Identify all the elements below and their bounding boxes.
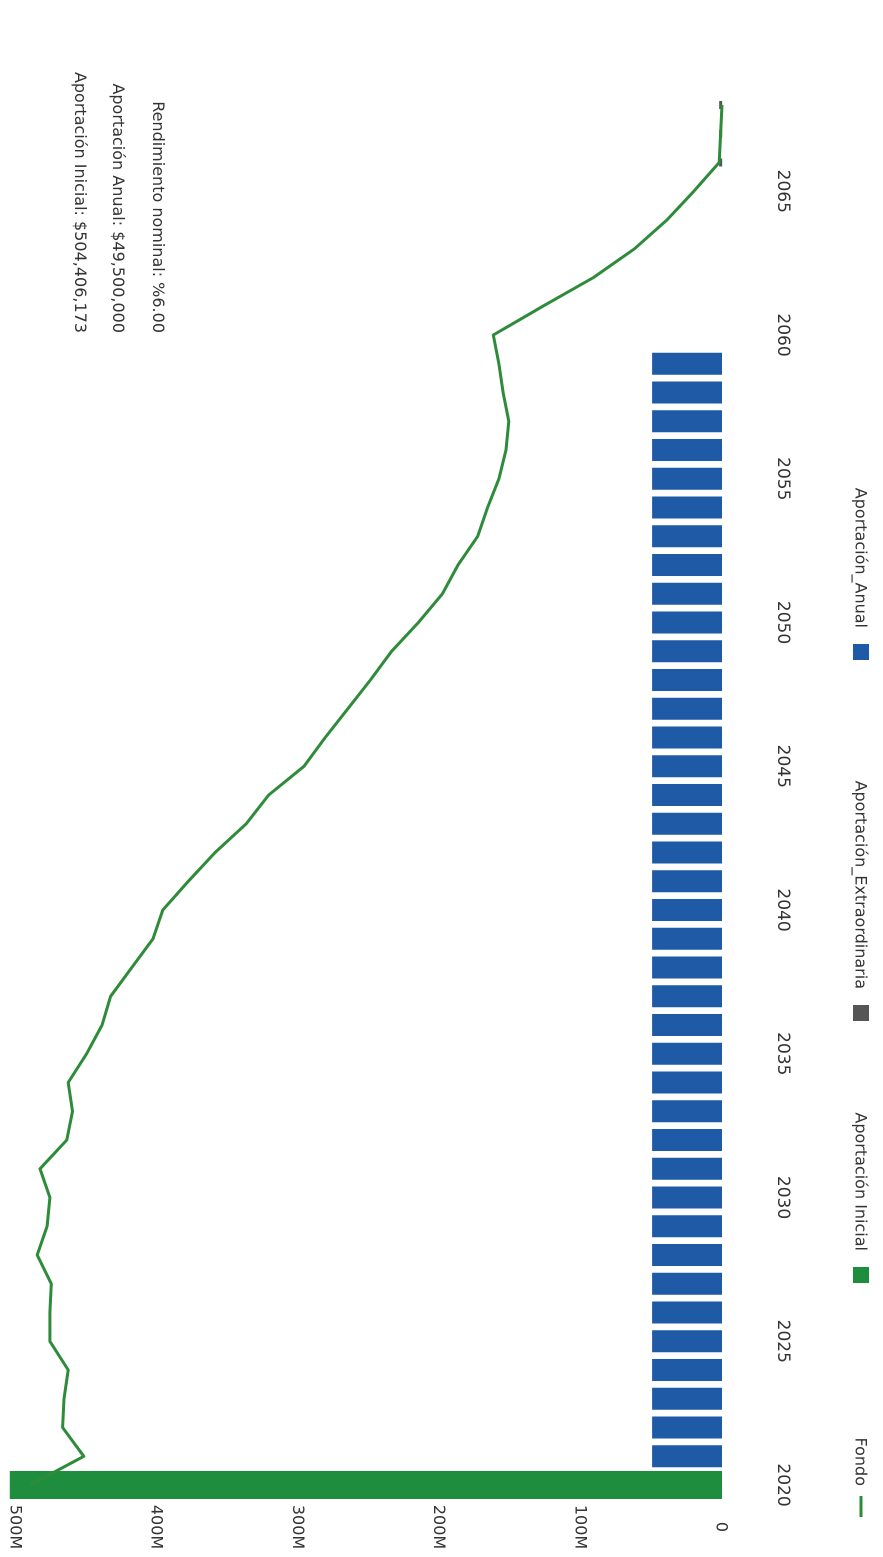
bar-aportaci-n-anual-2032 [652,1129,722,1151]
bar-aportaci-n-anual-2040 [652,899,722,921]
bar-aportaci-n-anual-2051 [652,583,722,605]
bar-aportaci-n-anual-2057 [652,410,722,432]
bar-aportaci-n-anual-2038 [652,957,722,979]
legend-label-fondo: Fondo [852,1437,871,1486]
bar-aportaci-n-anual-2030 [652,1187,722,1209]
legend: Fondo Aportación Inicial Aportación_Extrao… [851,488,871,1517]
bar-aportaci-n-anual-2054 [652,497,722,519]
y-tick-label-400M: 400M [148,1505,167,1549]
x-tick-label-2040: 2040 [773,888,793,931]
bar-aportaci-n-anual-2021 [652,1445,722,1467]
bar-aportaci-n-anual-2035 [652,1043,722,1065]
bar-aportaci-n-anual-2023 [652,1388,722,1410]
bar-aportaci-n-anual-2039 [652,928,722,950]
x-tick-label-2025: 2025 [773,1320,793,1363]
y-tick-label-0: 0 [713,1522,732,1532]
legend-key-aportaci-n-inicial [853,1267,869,1283]
y-tick-label-500M: 500M [7,1505,26,1549]
bar-aportaci-n-anual-2049 [652,640,722,662]
bar-aportaci-n-anual-2031 [652,1158,722,1180]
legend-label-aportaci-n-extraordinaria: Aportación_Extraordinaria [851,781,871,989]
bar-aportaci-n-inicial-2020 [10,1471,722,1499]
bar-aportaci-n-anual-2037 [652,985,722,1007]
x-tick-label-2060: 2060 [773,313,793,356]
legend-label-aportaci-n-anual: Aportación_Anual [851,488,871,628]
fondo-line [30,105,722,1485]
bar-aportaci-n-anual-2024 [652,1359,722,1381]
x-tick-label-2050: 2050 [773,601,793,644]
bar-aportaci-n-anual-2042 [652,842,722,864]
y-tick-label-200M: 200M [430,1505,449,1549]
fund-line-layer [30,105,722,1485]
bar-aportaci-n-anual-2058 [652,382,722,404]
y-tick-label-100M: 100M [571,1505,590,1549]
y-tick-label-300M: 300M [289,1505,308,1549]
bar-aportaci-n-anual-2048 [652,669,722,691]
bar-aportaci-n-anual-2046 [652,727,722,749]
bar-aportaci-n-anual-2050 [652,612,722,634]
bar-aportaci-n-anual-2034 [652,1072,722,1094]
x-tick-label-2020: 2020 [773,1463,793,1506]
bar-aportaci-n-anual-2029 [652,1215,722,1237]
bar-aportaci-n-anual-2053 [652,525,722,547]
x-tick-label-2045: 2045 [773,745,793,788]
bar-aportaci-n-anual-2033 [652,1100,722,1122]
legend-key-aportaci-n-extraordinaria [853,1005,869,1021]
x-tick-label-2030: 2030 [773,1176,793,1219]
bar-aportaci-n-anual-2055 [652,468,722,490]
annotation-1: Aportación Inicial: $504,406,173 [71,72,90,333]
annotations: Aportación Inicial: $504,406,173 Aportaci… [71,72,168,333]
bar-aportaci-n-anual-2022 [652,1417,722,1439]
bar-aportaci-n-anual-2047 [652,698,722,720]
legend-label-aportaci-n-inicial: Aportación Inicial [852,1112,871,1251]
bar-aportaci-n-anual-2052 [652,554,722,576]
bar-aportaci-n-anual-2027 [652,1273,722,1295]
legend-key-aportaci-n-anual [853,644,869,660]
annotation-3: Rendimiento nominal: %6.00 [149,101,168,333]
bar-aportaci-n-anual-2045 [652,755,722,777]
bar-aportaci-n-anual-2059 [652,353,722,375]
annotation-2: Aportación Anual: $49,500,000 [109,83,128,333]
bar-aportaci-n-anual-2028 [652,1244,722,1266]
x-tick-label-2035: 2035 [773,1032,793,1075]
x-tick-label-2055: 2055 [773,457,793,500]
bar-aportaci-n-anual-2043 [652,813,722,835]
bar-aportaci-n-anual-2056 [652,439,722,461]
bar-aportaci-n-anual-2026 [652,1302,722,1324]
bar-aportaci-n-anual-2044 [652,784,722,806]
bar-aportaci-n-anual-2025 [652,1330,722,1352]
bar-aportaci-n-anual-2041 [652,870,722,892]
bar-aportaci-n-anual-2036 [652,1014,722,1036]
x-tick-label-2065: 2065 [773,170,793,213]
